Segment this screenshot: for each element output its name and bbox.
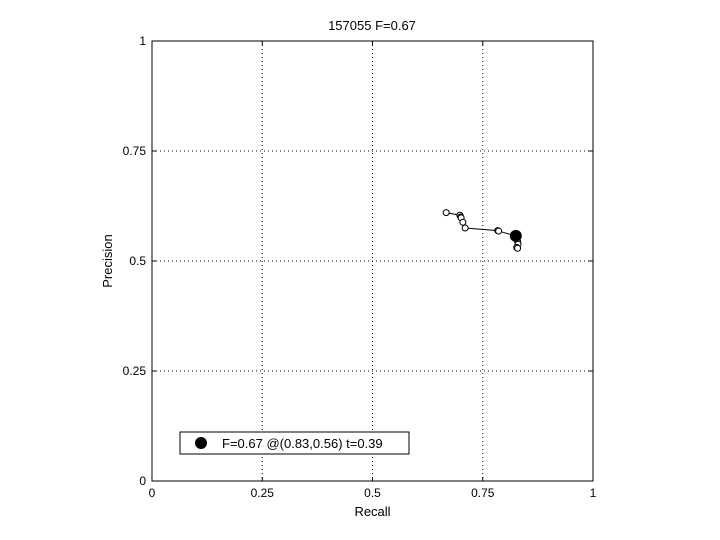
series-layer [442, 209, 522, 252]
legend-marker [195, 437, 207, 449]
best-f-point [509, 229, 522, 242]
data-point [442, 209, 450, 217]
y-axis-label: Precision [100, 234, 115, 287]
x-tick-label: 1 [590, 486, 597, 500]
x-tick-label: 0 [149, 486, 156, 500]
legend-entry: F=0.67 @(0.83,0.56) t=0.39 [222, 436, 383, 451]
legend-box [179, 431, 410, 455]
data-point [495, 227, 503, 235]
chart-title: 157055 F=0.67 [328, 18, 416, 33]
axis-ticks: 0 0.25 0.5 0.75 1 0 0.25 0.5 0.75 1 [123, 34, 597, 500]
x-tick-label: 0.25 [251, 486, 275, 500]
y-tick-label: 0.25 [123, 364, 147, 378]
y-tick-label: 0.75 [123, 144, 147, 158]
legend: F=0.67 @(0.83,0.56) t=0.39 [179, 431, 410, 455]
data-point [461, 224, 469, 232]
data-point [514, 244, 522, 252]
x-tick-label: 0.5 [364, 486, 381, 500]
x-axis-label: Recall [354, 504, 390, 519]
y-tick-label: 0.5 [129, 254, 146, 268]
data-point [459, 218, 467, 226]
y-tick-label: 1 [139, 34, 146, 48]
y-tick-label: 0 [139, 474, 146, 488]
x-tick-label: 0.75 [471, 486, 495, 500]
grid-lines [152, 41, 593, 481]
